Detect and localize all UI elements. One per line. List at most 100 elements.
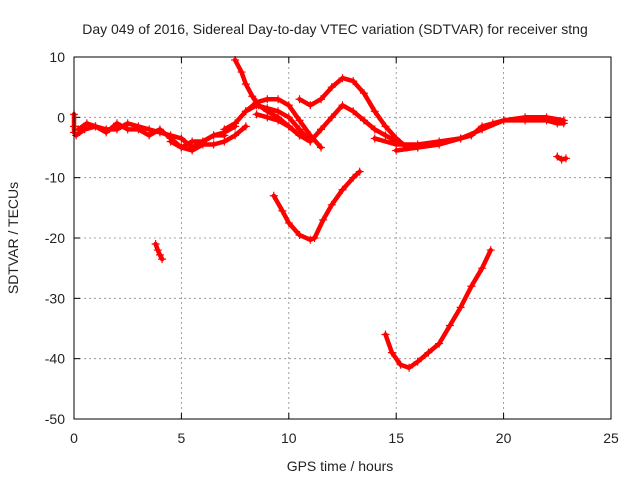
data-point (177, 143, 186, 152)
data-point (370, 125, 379, 134)
data-point (237, 68, 246, 77)
data-point (284, 218, 293, 227)
y-tick-label: -40 (45, 351, 65, 367)
data-point (387, 348, 396, 357)
data-point (359, 116, 368, 125)
data-point (355, 167, 364, 176)
data-point (413, 357, 422, 366)
y-tick-label: -20 (45, 230, 65, 246)
x-tick-label: 25 (603, 430, 619, 446)
data-point (198, 140, 207, 149)
data-point (435, 140, 444, 149)
data-point (396, 360, 405, 369)
data-point (145, 131, 154, 140)
data-point (317, 125, 326, 134)
data-point (310, 234, 319, 242)
data-point (278, 206, 287, 215)
series-trace (232, 57, 313, 144)
data-point (456, 303, 465, 312)
data-point (338, 185, 347, 194)
data-point (478, 122, 487, 131)
data-point (338, 101, 347, 110)
series-arc-13 (151, 240, 167, 264)
data-point (478, 264, 487, 273)
data-point (381, 330, 390, 339)
data-point (284, 101, 293, 110)
data-point (561, 154, 570, 163)
data-point (188, 137, 197, 146)
series-arc-8 (295, 74, 422, 152)
data-point (188, 146, 197, 155)
chart-title: Day 049 of 2016, Sidereal Day-to-day VTE… (82, 21, 588, 37)
data-point (123, 125, 132, 134)
data-point (499, 116, 508, 125)
data-point (209, 131, 218, 140)
series-arc-2 (74, 119, 240, 152)
data-point (295, 116, 304, 125)
data-point (435, 339, 444, 348)
data-point (295, 230, 304, 239)
data-point (317, 95, 326, 104)
data-point (254, 101, 263, 110)
x-tick-label: 15 (388, 430, 404, 446)
data-point (284, 113, 293, 122)
series-arc-11 (553, 152, 570, 164)
axis-ticks: 0 5 10 15 20 25 -50 -40 -30 -20 -10 0 10 (45, 49, 619, 446)
data-point (327, 83, 336, 92)
data-point (220, 137, 229, 146)
series-trace (153, 241, 165, 262)
data-point (166, 137, 175, 146)
data-point (241, 122, 250, 131)
x-tick-label: 20 (496, 430, 512, 446)
data-point (274, 113, 283, 122)
x-tick-label: 5 (178, 430, 186, 446)
series-trace (76, 121, 238, 150)
series-arc-12 (269, 167, 364, 244)
data-point (158, 255, 167, 264)
data-point (319, 215, 328, 224)
y-tick-label: 10 (49, 49, 65, 65)
series-arc-3 (166, 122, 250, 155)
data-point (317, 143, 326, 152)
y-axis-label: SDTVAR / TECUs (5, 182, 21, 294)
data-point (153, 246, 162, 255)
data-point (467, 282, 476, 291)
data-point (467, 131, 476, 140)
series-arc-10 (392, 113, 568, 155)
data-point (405, 363, 414, 372)
data-point (248, 92, 257, 101)
data-point (413, 143, 422, 152)
data-point (263, 95, 272, 104)
data-point (231, 131, 240, 140)
data-point (102, 128, 111, 137)
data-point (220, 125, 229, 134)
data-point (269, 191, 278, 200)
data-point (381, 122, 390, 131)
series-trace (383, 247, 493, 370)
data-point (155, 125, 164, 134)
data-point (177, 134, 186, 143)
data-point (424, 348, 433, 357)
data-point (521, 113, 530, 122)
data-point (295, 131, 304, 140)
y-tick-label: 0 (57, 109, 65, 125)
data-point (359, 89, 368, 98)
data-point (349, 107, 358, 116)
data-point (91, 122, 100, 131)
data-point (392, 146, 401, 155)
series-trace (297, 75, 420, 150)
data-point (486, 246, 495, 255)
data-point (284, 122, 293, 131)
data-point (327, 200, 336, 209)
data-point (349, 173, 358, 182)
data-point (488, 119, 497, 128)
data-point (155, 250, 164, 259)
data-point (445, 321, 454, 330)
data-point (112, 119, 121, 128)
x-tick-label: 10 (281, 430, 297, 446)
data-point (381, 131, 390, 140)
x-tick-label: 0 (70, 430, 78, 446)
y-tick-label: -10 (45, 170, 65, 186)
data-point (241, 80, 250, 89)
